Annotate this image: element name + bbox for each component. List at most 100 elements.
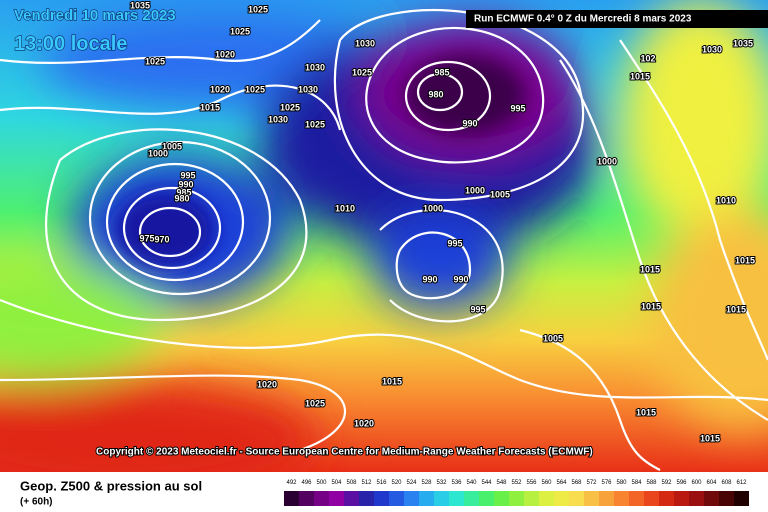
isobar-label: 1030: [702, 44, 722, 54]
scale-tick-label: 512: [361, 480, 372, 486]
isobar-label: 1030: [298, 84, 318, 94]
scale-tick-label: 560: [541, 480, 552, 486]
isobar-label: 1030: [268, 114, 288, 124]
scale-swatch: [569, 491, 584, 506]
scale-swatch: [329, 491, 344, 506]
scale-swatch: [644, 491, 659, 506]
isobar-label: 990: [462, 118, 477, 128]
isobar-label: 990: [453, 274, 468, 284]
scale-swatch: [464, 491, 479, 506]
date-label: Vendredi 10 mars 2023: [14, 7, 176, 24]
run-label: Run ECMWF 0.4° 0 Z du Mercredi 8 mars 20…: [474, 14, 692, 25]
isobar-label: 985: [434, 67, 449, 77]
scale-tick-label: 528: [421, 480, 432, 486]
scale-swatch: [704, 491, 719, 506]
isobar-label: 1025: [245, 84, 265, 94]
isobar-label: 1015: [630, 71, 650, 81]
scale-swatch: [584, 491, 599, 506]
scale-tick-label: 544: [481, 480, 492, 486]
scale-tick-label: 492: [286, 480, 297, 486]
footer-title: Geop. Z500 & pression au sol: [20, 478, 202, 493]
isobar-label: 1030: [305, 62, 325, 72]
isobar-label: 1005: [543, 333, 563, 343]
isobar-label: 1000: [597, 156, 617, 166]
isobar-label: 990: [422, 274, 437, 284]
isobar-labels: 1035 1025 1025 1020 1025 1020 1025 1015 1030 1030…: [129, 0, 756, 444]
scale-tick-label: 548: [496, 480, 507, 486]
isobar-label: 102: [640, 53, 655, 63]
isobar-label: 980: [428, 89, 443, 99]
scale-tick-label: 536: [451, 480, 462, 486]
scale-swatch: [449, 491, 464, 506]
isobars: [0, 9, 768, 471]
scale-tick-label: 552: [511, 480, 522, 486]
time-label: 13:00 locale: [14, 33, 127, 55]
copyright: Copyright © 2023 Meteociel.fr - Source E…: [96, 447, 593, 458]
scale-tick-label: 500: [316, 480, 327, 486]
scale-swatch: [719, 491, 734, 506]
scale-swatch: [419, 491, 434, 506]
isobar-label: 980: [174, 193, 189, 203]
scale-tick-label: 540: [466, 480, 477, 486]
scale-tick-label: 520: [391, 480, 402, 486]
scale-swatch: [434, 491, 449, 506]
scale-swatch: [659, 491, 674, 506]
isobar-label: 1020: [210, 84, 230, 94]
scale-swatch: [344, 491, 359, 506]
scale-swatch: [509, 491, 524, 506]
isobar-label: 1025: [248, 4, 268, 14]
scale-tick-label: 612: [736, 480, 747, 486]
isobar-label: 1000: [148, 148, 168, 158]
scale-swatch: [299, 491, 314, 506]
isobar-label: 1025: [230, 26, 250, 36]
scale-tick-label: 592: [661, 480, 672, 486]
isobar-label: 1015: [726, 304, 746, 314]
scale-tick-label: 516: [376, 480, 387, 486]
scale-tick-label: 584: [631, 480, 642, 486]
scale-tick-label: 580: [616, 480, 627, 486]
scale-tick-label: 600: [691, 480, 702, 486]
scale-tick-label: 568: [571, 480, 582, 486]
scale-swatch: [539, 491, 554, 506]
isobar-label: 1025: [352, 67, 372, 77]
scale-swatch: [479, 491, 494, 506]
isobar-label: 995: [447, 238, 462, 248]
scale-swatch: [359, 491, 374, 506]
isobar-label: 1025: [305, 398, 325, 408]
scale-swatch: [374, 491, 389, 506]
scale-swatch: [599, 491, 614, 506]
isobar-label: 1005: [490, 189, 510, 199]
isobar-label: 1015: [641, 301, 661, 311]
scale-tick-label: 608: [721, 480, 732, 486]
isobar-label: 1015: [200, 102, 220, 112]
scale-tick-label: 564: [556, 480, 567, 486]
map: 1035 1025 1025 1020 1025 1020 1025 1015 1030 1030…: [0, 0, 768, 500]
scale-swatch: [689, 491, 704, 506]
isobar-label: 1025: [145, 56, 165, 66]
isobar-label: 1005: [162, 141, 182, 151]
scale-tick-label: 556: [526, 480, 537, 486]
isobar-label: 1020: [215, 49, 235, 59]
scale-tick-label: 504: [331, 480, 342, 486]
isobar-label: 985: [176, 187, 191, 197]
scale-tick-label: 588: [646, 480, 657, 486]
isobar-label: 1000: [465, 185, 485, 195]
isobar-label: 1015: [735, 255, 755, 265]
isobar-label: 1015: [640, 264, 660, 274]
scale-tick-label: 572: [586, 480, 597, 486]
isobar-label: 1025: [280, 102, 300, 112]
isobar-label: 1035: [130, 0, 150, 10]
scale-swatch: [524, 491, 539, 506]
isobar-label: 995: [510, 103, 525, 113]
scale-tick-label: 532: [436, 480, 447, 486]
scale-swatch: [554, 491, 569, 506]
scale-tick-label: 576: [601, 480, 612, 486]
run-box: [466, 10, 768, 28]
footer-lead: (+ 60h): [20, 497, 53, 508]
isobar-label: 1020: [354, 418, 374, 428]
isobar-label: 975: [139, 233, 154, 243]
scale-swatch: [284, 491, 299, 506]
isobar-label: 990: [178, 179, 193, 189]
scale-tick-label: 524: [406, 480, 417, 486]
scale-tick-label: 496: [301, 480, 312, 486]
